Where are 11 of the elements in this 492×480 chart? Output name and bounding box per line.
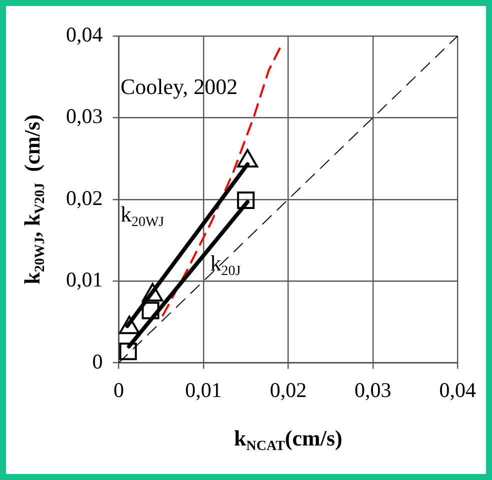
y-tick-label: 0,02 [66,186,103,210]
y-tick-label: 0,03 [66,104,103,128]
y-tick-label: 0 [92,349,103,374]
x-tick-label: 0,04 [439,378,476,402]
y-tick-label: 0,04 [66,22,104,47]
x-tick-label: 0 [114,378,124,402]
x-tick-label: 0,02 [270,378,307,402]
y-axis-title: k20WJ, kV20J (cm/s) [20,114,48,284]
x-tick-label: 0,01 [185,378,222,402]
y-tick-label: 0,01 [66,268,103,292]
x-tick-label: 0,03 [354,378,392,402]
